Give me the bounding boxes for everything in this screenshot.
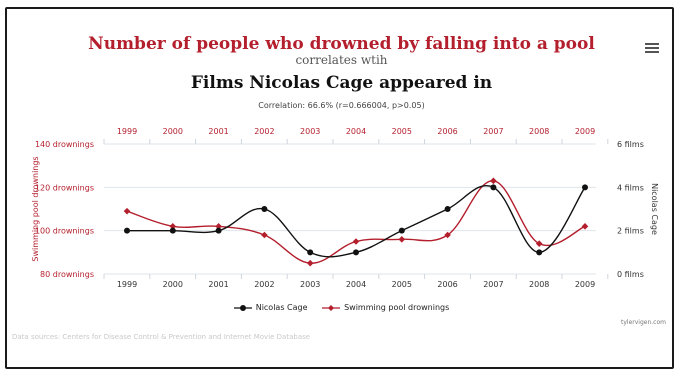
data-point-cage xyxy=(169,227,176,234)
data-point-drownings xyxy=(261,231,268,239)
bottom-tick-label: 2002 xyxy=(254,280,274,289)
data-point-drownings xyxy=(535,240,543,247)
left-tick-label: 140 drownings xyxy=(35,140,94,149)
bottom-tick-label: 1999 xyxy=(117,280,137,289)
data-point-drownings xyxy=(352,238,360,245)
left-tick-label: 120 drownings xyxy=(35,183,94,192)
chart-subtitle: correlates wtih xyxy=(295,53,388,67)
top-tick-label: 2000 xyxy=(163,127,183,136)
correlation-text: Correlation: 66.6% (r=0.666004, p>0.05) xyxy=(258,101,425,110)
chart-title: Number of people who drowned by falling … xyxy=(88,34,595,54)
legend-marker-cage xyxy=(233,304,252,311)
data-point-cage xyxy=(398,227,405,234)
data-point-drownings xyxy=(490,177,497,185)
legend-label-drownings: Swimming pool drownings xyxy=(344,303,450,312)
top-tick-label: 2004 xyxy=(346,127,366,136)
data-point-cage xyxy=(490,184,497,191)
bottom-tick-label: 2009 xyxy=(575,280,595,289)
series-line-cage xyxy=(127,185,586,258)
legend-item-cage[interactable]: Nicolas Cage xyxy=(233,303,308,312)
right-tick-label: 6 films xyxy=(617,140,644,149)
data-point-drownings xyxy=(581,223,589,230)
data-point-cage xyxy=(124,227,130,234)
top-tick-label: 2009 xyxy=(575,127,595,136)
data-sources: Data sources: Centers for Disease Contro… xyxy=(12,333,311,341)
series-line-drownings xyxy=(126,180,586,264)
bottom-tick-label: 2000 xyxy=(163,280,183,289)
top-tick-label: 2002 xyxy=(254,127,274,136)
hamburger-menu-icon[interactable] xyxy=(645,43,659,55)
legend-label-cage: Nicolas Cage xyxy=(255,303,308,312)
right-axis-title: Nicolas Cage xyxy=(650,183,659,235)
bottom-tick-label: 2004 xyxy=(346,280,366,289)
data-point-drownings xyxy=(215,223,222,230)
bottom-tick-label: 2005 xyxy=(392,280,412,289)
top-tick-label: 2003 xyxy=(300,127,320,136)
chart-frame xyxy=(5,7,674,369)
data-point-drownings xyxy=(169,223,177,230)
data-point-drownings xyxy=(398,236,406,243)
right-tick-label: 2 films xyxy=(617,227,644,236)
credit-link[interactable]: tylervigen.com xyxy=(621,319,666,326)
data-point-drownings xyxy=(444,231,451,239)
legend-item-drownings[interactable]: Swimming pool drownings xyxy=(322,303,449,312)
data-point-drownings xyxy=(123,207,131,215)
top-tick-label: 2006 xyxy=(437,127,457,136)
chart-legend: Nicolas Cage Swimming pool drownings xyxy=(0,303,683,314)
data-point-cage xyxy=(307,249,314,256)
data-point-cage xyxy=(353,249,359,256)
bottom-tick-label: 2007 xyxy=(483,280,503,289)
data-point-cage xyxy=(444,206,451,212)
top-tick-label: 2008 xyxy=(529,127,549,136)
top-tick-label: 2005 xyxy=(392,127,412,136)
left-axis-title: Swimming pool drownings xyxy=(31,156,40,261)
legend-marker-drownings xyxy=(322,304,341,311)
top-tick-label: 2001 xyxy=(208,127,228,136)
chart-second-title: Films Nicolas Cage appeared in xyxy=(190,73,493,93)
top-tick-label: 2007 xyxy=(483,127,503,136)
left-tick-label: 80 drownings xyxy=(40,270,94,279)
data-point-cage xyxy=(215,227,222,234)
bottom-tick-label: 2003 xyxy=(300,280,320,289)
bottom-tick-label: 2001 xyxy=(208,280,228,289)
top-tick-label: 1999 xyxy=(117,127,137,136)
bottom-tick-label: 2008 xyxy=(529,280,549,289)
data-point-cage xyxy=(261,206,268,212)
data-point-drownings xyxy=(306,259,314,267)
right-tick-label: 0 films xyxy=(617,270,644,279)
data-point-cage xyxy=(536,249,543,256)
bottom-tick-label: 2006 xyxy=(437,280,457,289)
left-tick-label: 100 drownings xyxy=(35,227,94,236)
data-point-cage xyxy=(582,184,588,191)
right-tick-label: 4 films xyxy=(617,183,644,192)
